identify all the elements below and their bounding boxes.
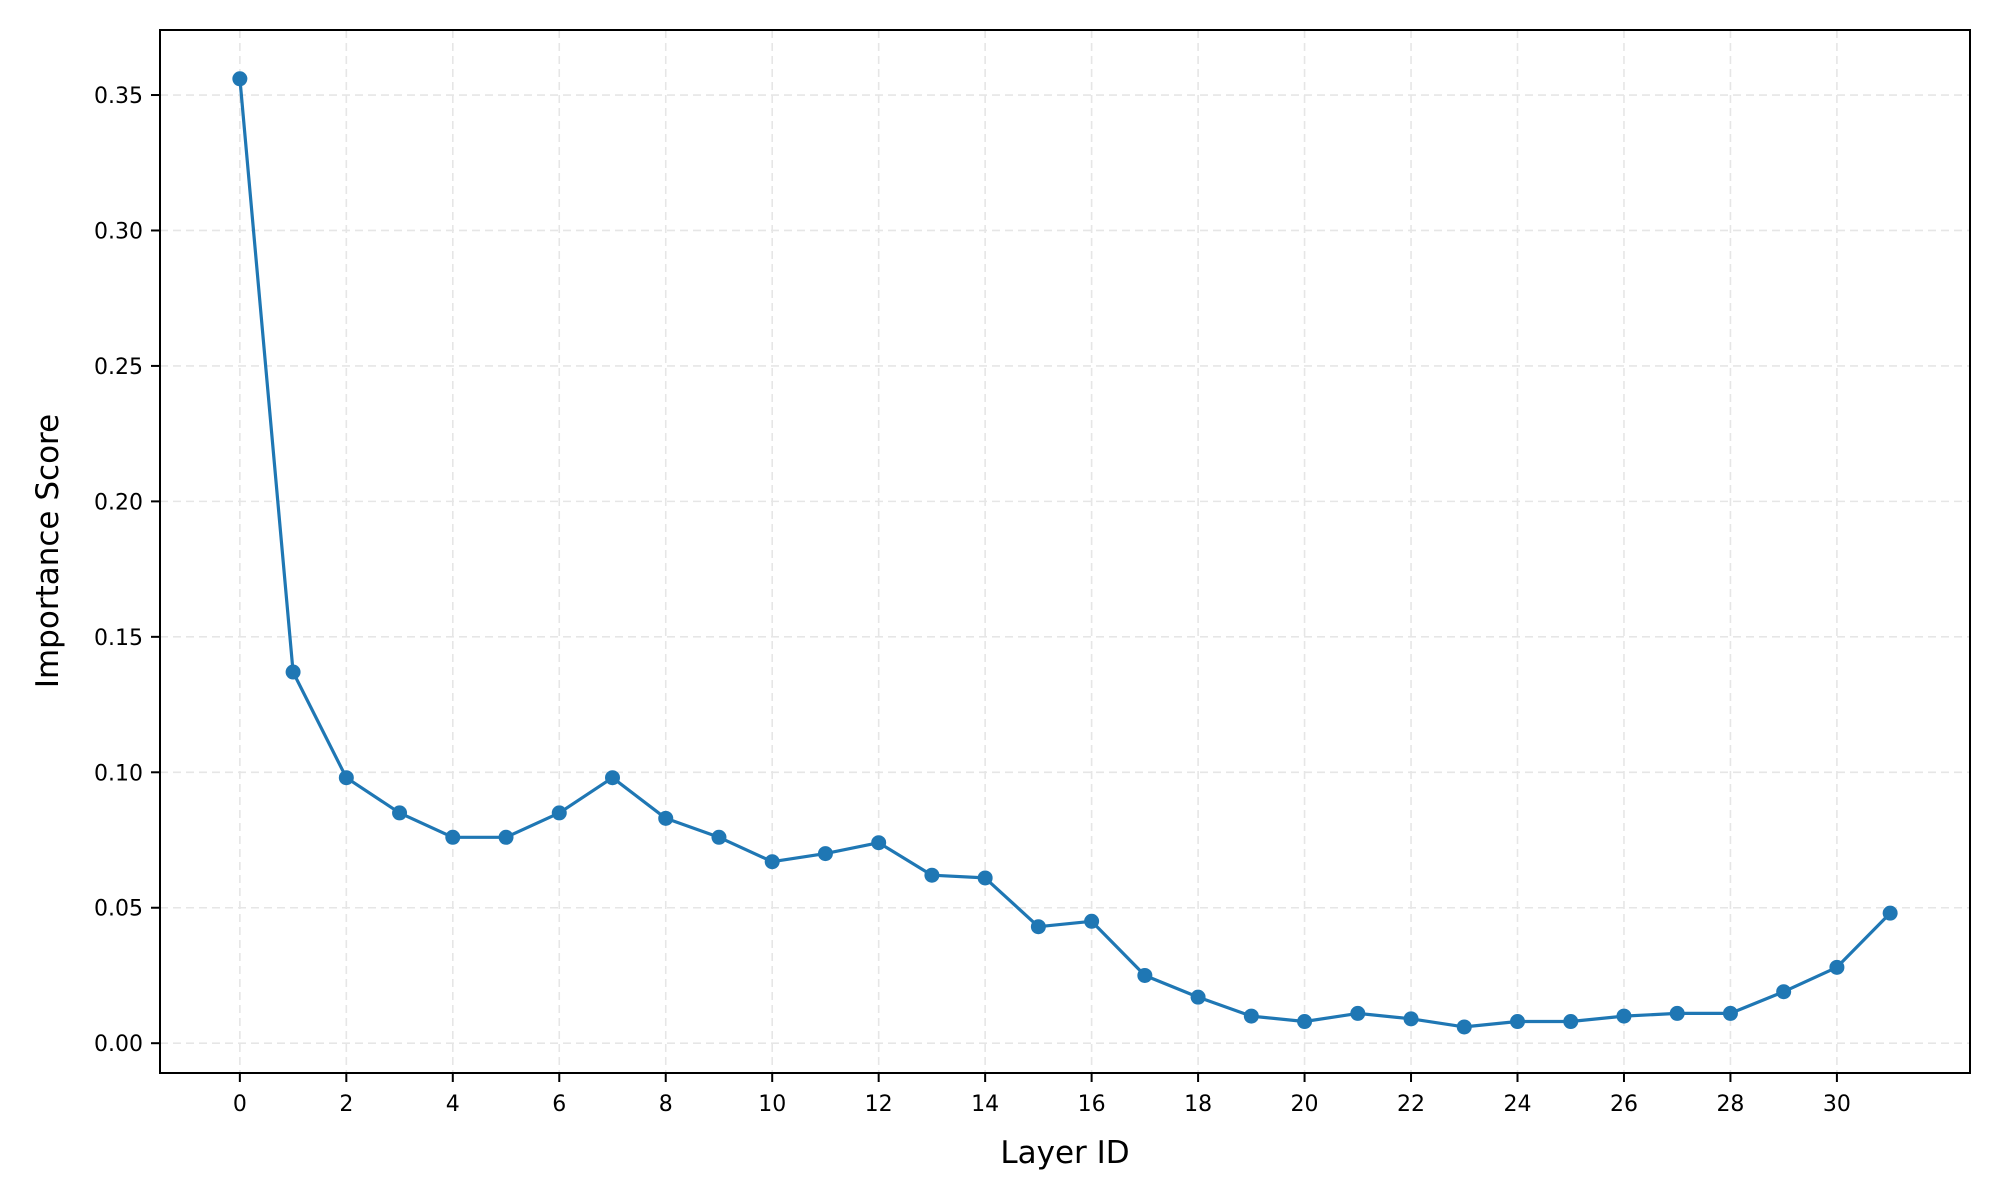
y-tick-label: 0.15	[94, 626, 143, 651]
x-tick-label: 8	[659, 1092, 673, 1117]
data-point-marker	[498, 829, 514, 845]
x-tick-label: 2	[339, 1092, 353, 1117]
x-tick-label: 14	[971, 1092, 999, 1117]
y-tick-label: 0.30	[94, 219, 143, 244]
y-axis-label: Importance Score	[30, 414, 66, 688]
x-axis-label: Layer ID	[1000, 1135, 1129, 1171]
data-point-marker	[338, 770, 354, 786]
data-point-marker	[711, 829, 727, 845]
x-tick-label: 6	[552, 1092, 566, 1117]
x-tick-label: 28	[1716, 1092, 1744, 1117]
data-point-marker	[871, 835, 887, 851]
data-point-marker	[817, 846, 833, 862]
data-point-marker	[392, 805, 408, 821]
series-line	[238, 78, 1892, 1029]
y-tick-label: 0.00	[94, 1032, 143, 1057]
data-point-marker	[1776, 984, 1792, 1000]
y-tick-label: 0.10	[94, 761, 143, 786]
data-point-marker	[1722, 1005, 1738, 1021]
data-point-marker	[1190, 989, 1206, 1005]
data-series	[232, 71, 1898, 1035]
data-point-marker	[1137, 967, 1153, 983]
y-tick-label: 0.35	[94, 84, 143, 109]
data-point-marker	[1882, 905, 1898, 921]
data-point-marker	[1403, 1011, 1419, 1027]
data-point-marker	[551, 805, 567, 821]
data-point-marker	[605, 770, 620, 786]
data-point-marker	[1350, 1005, 1366, 1021]
data-point-marker	[1243, 1008, 1259, 1024]
y-axis-ticks: 0.00 0.05 0.10 0.15 0.20 0.25 0.30 0.35	[94, 84, 160, 1057]
y-tick-label: 0.25	[94, 355, 143, 380]
x-tick-label: 12	[865, 1092, 893, 1117]
data-point-marker	[1030, 919, 1046, 935]
x-tick-label: 4	[446, 1092, 460, 1117]
x-axis-ticks: 0 2 4 6 8 10 12 14 16 18 20 22 24 26 28 30	[233, 1073, 1851, 1117]
data-point-marker	[445, 829, 461, 845]
y-tick-label: 0.20	[94, 490, 143, 515]
data-point-marker	[1616, 1008, 1632, 1024]
data-point-marker	[977, 870, 993, 886]
grid-lines	[160, 30, 1970, 1073]
data-point-marker	[764, 854, 780, 870]
y-tick-label: 0.05	[94, 897, 143, 922]
x-tick-label: 24	[1504, 1092, 1532, 1117]
x-tick-label: 26	[1610, 1092, 1638, 1117]
plot-frame	[159, 29, 1971, 1074]
data-point-marker	[1510, 1014, 1525, 1030]
data-point-marker	[232, 71, 248, 87]
data-point-marker	[285, 664, 301, 680]
x-tick-label: 16	[1078, 1092, 1106, 1117]
data-point-marker	[1563, 1014, 1579, 1030]
x-tick-label: 18	[1184, 1092, 1212, 1117]
data-point-marker	[658, 810, 674, 826]
data-point-marker	[924, 867, 940, 883]
x-tick-label: 22	[1397, 1092, 1425, 1117]
data-point-marker	[1297, 1014, 1313, 1030]
data-point-marker	[1669, 1005, 1685, 1021]
x-tick-label: 20	[1291, 1092, 1319, 1117]
data-point-marker	[1456, 1019, 1472, 1035]
x-tick-label: 10	[758, 1092, 786, 1117]
data-point-marker	[1829, 959, 1845, 975]
data-point-marker	[1084, 913, 1100, 929]
x-tick-label: 30	[1823, 1092, 1851, 1117]
x-tick-label: 0	[233, 1092, 247, 1117]
